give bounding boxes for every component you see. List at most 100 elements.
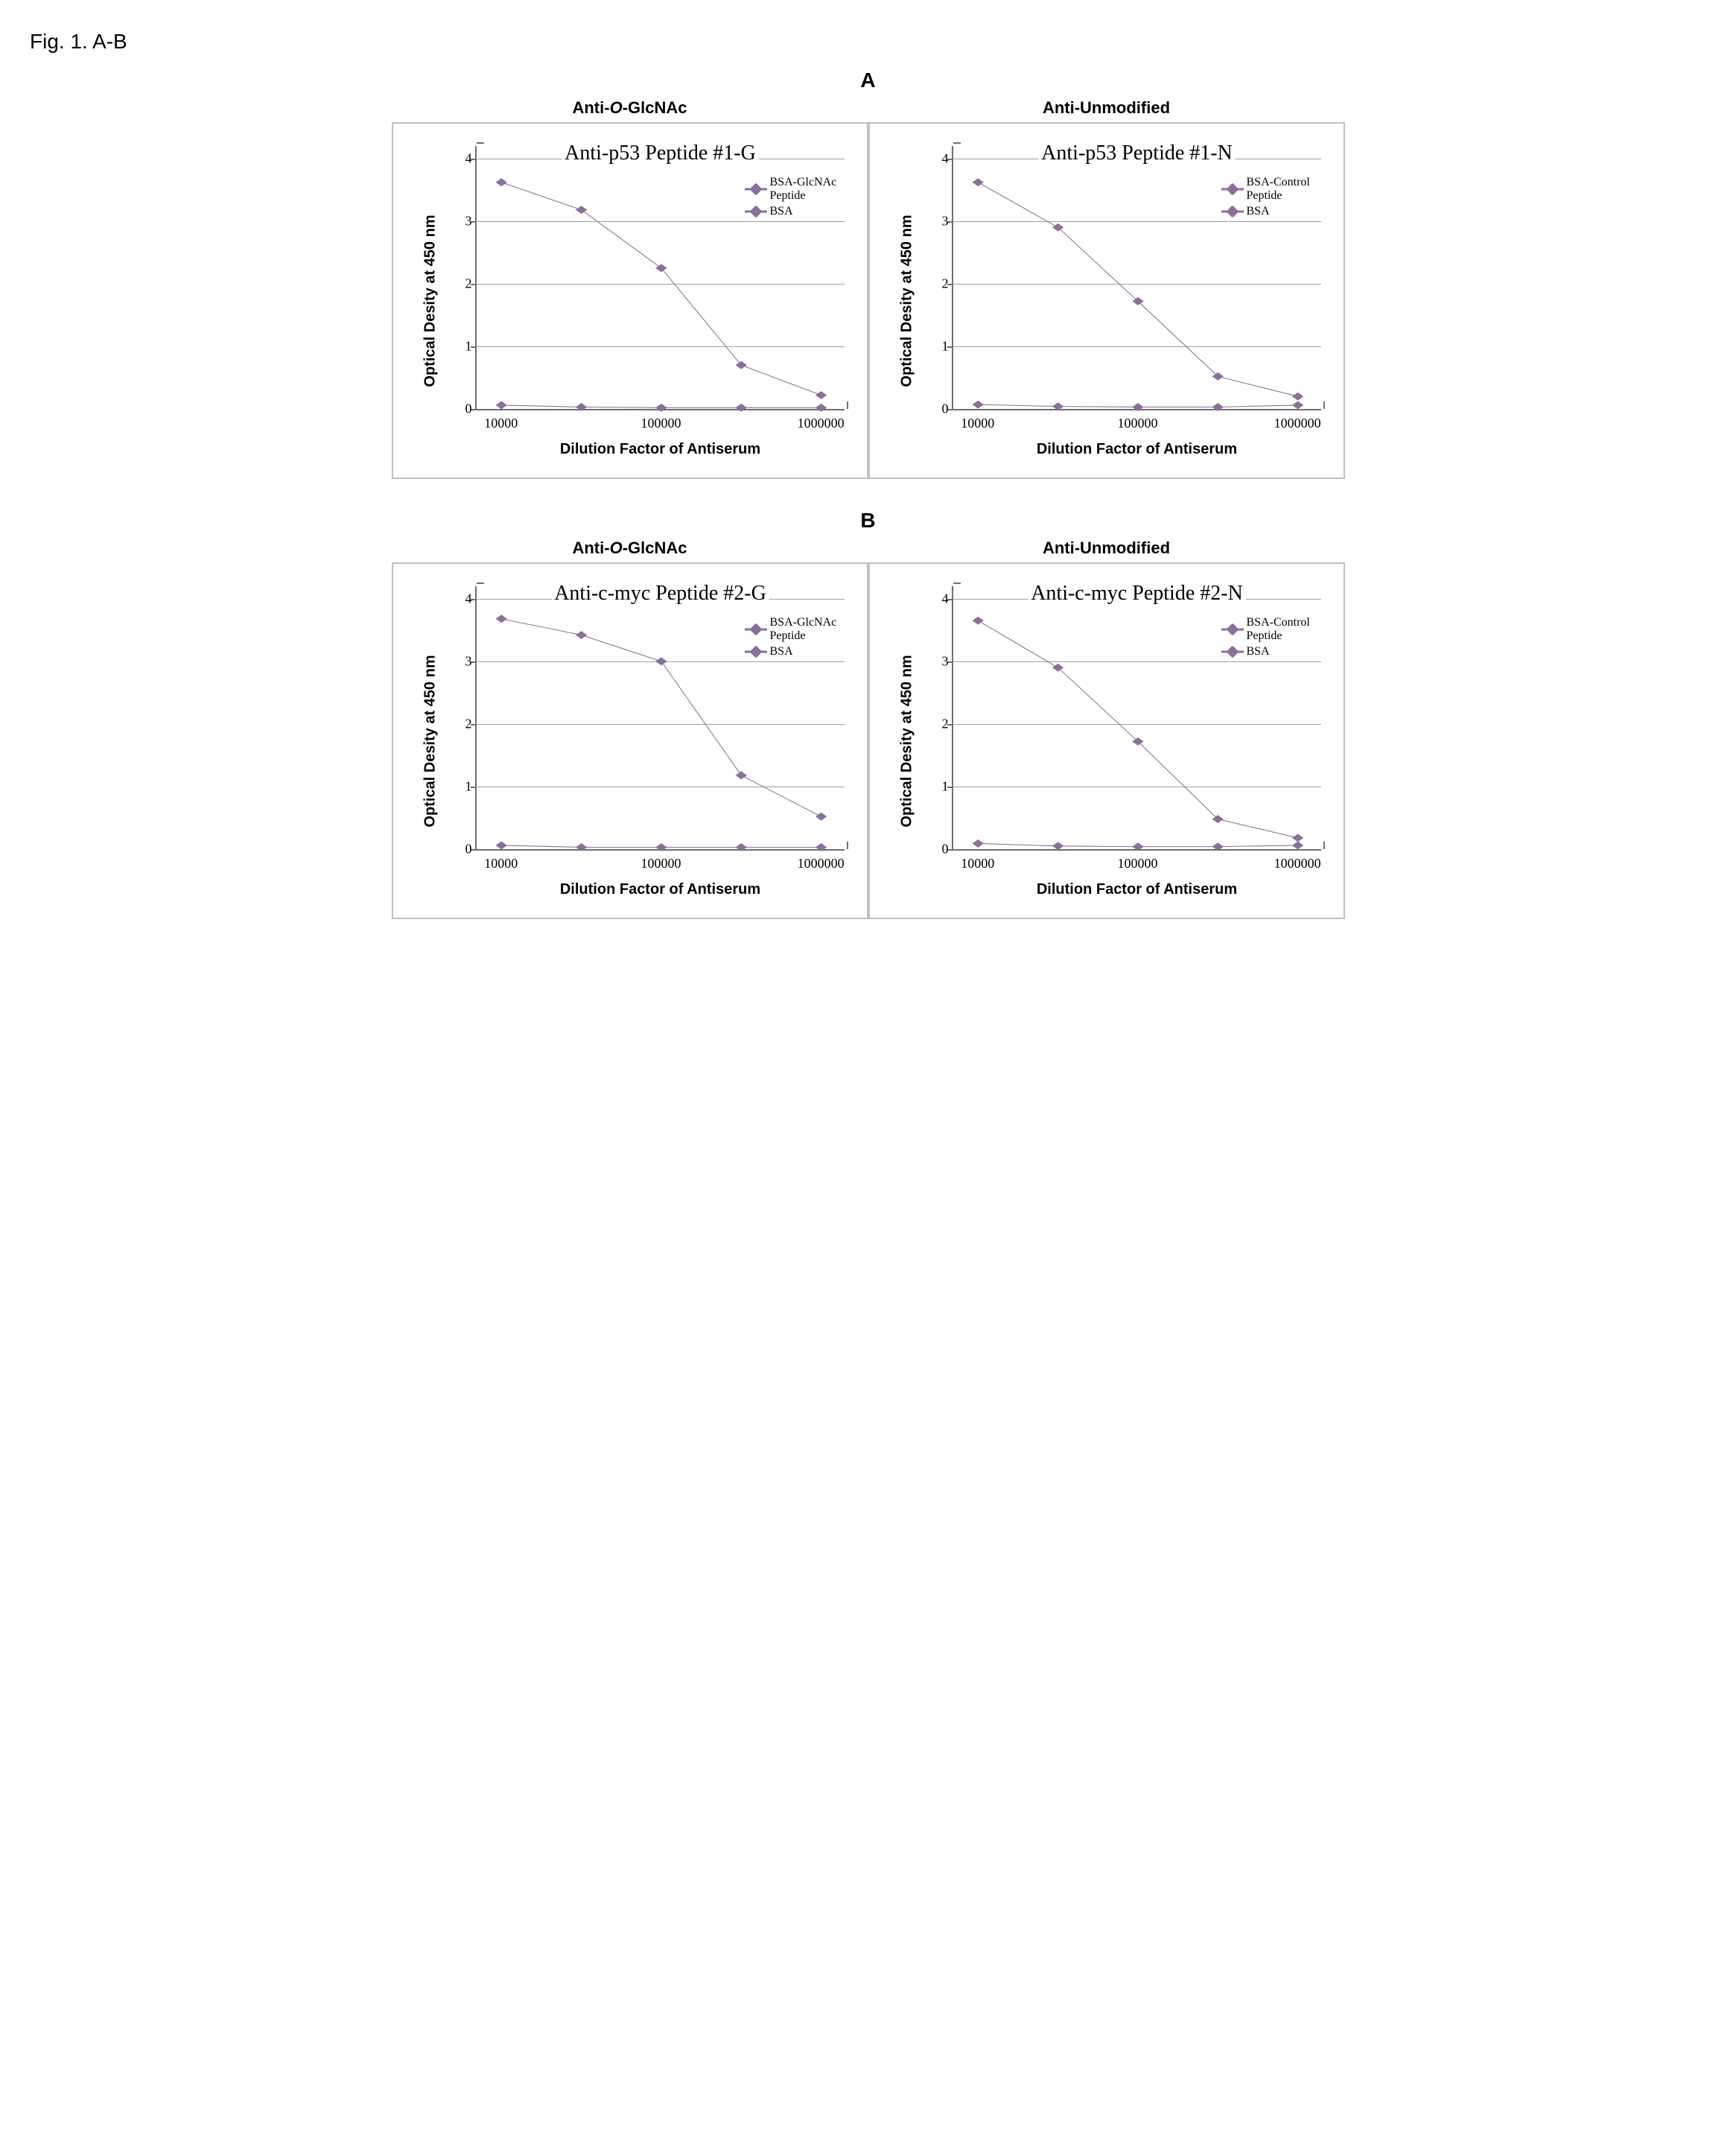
series-marker: [1212, 842, 1223, 851]
ytick-label: 3: [454, 213, 472, 229]
chart-panel: Optical Desity at 450 nmAnti-p53 Peptide…: [392, 122, 868, 479]
legend-item: BSA-GlcNAc Peptide: [745, 176, 859, 202]
xtick-label: 100000: [640, 856, 681, 871]
series-marker: [495, 842, 506, 850]
xtick-label: 100000: [1117, 416, 1157, 431]
series-marker: [1212, 815, 1223, 823]
series-marker: [815, 813, 827, 821]
ytick-label: 1: [931, 338, 949, 354]
chart-title: Anti-p53 Peptide #1-N: [1038, 142, 1236, 165]
legend-marker-icon: [1221, 184, 1244, 194]
chart-region: Optical Desity at 450 nmAnti-c-myc Pepti…: [393, 564, 867, 918]
sections-root: AAnti-O-GlcNAcAnti-UnmodifiedOptical Des…: [30, 69, 1706, 919]
series-marker: [1132, 842, 1143, 851]
chart-title: Anti-c-myc Peptide #2-G: [551, 582, 769, 606]
ytick-label: 3: [454, 653, 472, 669]
series-marker: [576, 403, 587, 411]
x-axis-label: Dilution Factor of Antiserum: [1037, 441, 1237, 458]
series-marker: [495, 615, 506, 623]
xtick-label: 1000000: [798, 856, 845, 871]
section: AAnti-O-GlcNAcAnti-UnmodifiedOptical Des…: [30, 69, 1706, 479]
legend-text: BSA-GlcNAc Peptide: [770, 616, 859, 642]
legend: BSA-GlcNAc Peptide BSA: [745, 176, 859, 221]
series-marker: [576, 843, 587, 851]
series-marker: [655, 404, 667, 412]
chart-panel: Optical Desity at 450 nm Anti-p53 Peptide…: [868, 122, 1345, 479]
legend: BSA-Control Peptide BSA: [1221, 176, 1336, 221]
xtick-label: 100000: [640, 416, 681, 431]
figure-label: Fig. 1. A-B: [30, 30, 1706, 54]
legend-marker-icon: [1221, 647, 1244, 657]
legend-text: BSA-Control Peptide: [1247, 616, 1336, 642]
legend-marker-icon: [745, 624, 767, 635]
panel-row: Optical Desity at 450 nm Anti-p53 Peptide…: [30, 122, 1706, 479]
ytick-label: 4: [931, 150, 949, 166]
section-letter: B: [30, 509, 1706, 533]
legend-text: BSA: [770, 205, 793, 218]
series-marker: [1212, 372, 1223, 381]
xtick-label: 1000000: [1274, 416, 1321, 431]
series-marker: [1292, 834, 1303, 842]
ytick-label: 2: [454, 716, 472, 731]
panel-header: Anti-O-GlcNAc: [392, 539, 868, 558]
series-marker: [495, 401, 506, 410]
legend-marker-icon: [745, 206, 767, 217]
ytick-label: 1: [454, 338, 472, 354]
y-axis-label: Optical Desity at 450 nm: [898, 215, 915, 387]
ytick-label: 1: [931, 778, 949, 794]
series-marker: [1052, 664, 1063, 672]
series-marker: [815, 404, 827, 412]
legend: BSA-GlcNAc PeptideBSA: [745, 616, 859, 661]
legend-item: BSA: [1221, 205, 1336, 218]
series-marker: [735, 404, 746, 412]
xtick-label: 10000: [961, 416, 994, 431]
series-marker: [735, 843, 746, 851]
series-marker: [1212, 403, 1223, 411]
series-marker: [972, 839, 983, 848]
chart-panel: Optical Desity at 450 nmAnti-c-myc Pepti…: [392, 562, 868, 919]
series-marker: [655, 658, 667, 666]
legend-item: BSA: [1221, 645, 1336, 658]
legend-marker-icon: [1221, 206, 1244, 217]
ytick-label: 2: [454, 276, 472, 291]
series-marker: [1292, 842, 1303, 850]
chart-title: Anti-p53 Peptide #1-G: [562, 142, 759, 165]
xtick-label: 1000000: [798, 416, 845, 431]
xtick-label: 100000: [1117, 856, 1157, 871]
ytick-label: 4: [454, 591, 472, 606]
chart-region: Optical Desity at 450 nmAnti-p53 Peptide…: [393, 124, 867, 477]
legend-item: BSA-GlcNAc Peptide: [745, 616, 859, 642]
x-axis-label: Dilution Factor of Antiserum: [1037, 881, 1237, 898]
panel-row: Optical Desity at 450 nm Anti-c-myc Pepti…: [30, 562, 1706, 919]
legend-marker-icon: [745, 184, 767, 194]
legend-text: BSA: [1247, 645, 1270, 658]
ytick-label: 0: [454, 401, 472, 417]
panel-header: Anti-O-GlcNAc: [392, 98, 868, 118]
chart-region: Optical Desity at 450 nm Anti-p53 Peptide…: [870, 124, 1344, 477]
series-marker: [495, 178, 506, 186]
section: B Anti-O-GlcNAcAnti-Unmodified Optical Des…: [30, 509, 1706, 919]
ytick-label: 1: [454, 778, 472, 794]
series-marker: [735, 772, 746, 780]
series-marker: [1052, 402, 1063, 410]
legend: BSA-Control Peptide BSA: [1221, 616, 1336, 661]
series-marker: [815, 843, 827, 851]
chart-title: Anti-c-myc Peptide #2-N: [1028, 582, 1246, 606]
ytick-label: 2: [931, 716, 949, 731]
legend-item: BSA-Control Peptide: [1221, 176, 1336, 202]
series-marker: [1292, 401, 1303, 410]
panel-header: Anti-Unmodified: [868, 539, 1345, 558]
series-marker: [1132, 737, 1143, 746]
section-letter: A: [30, 69, 1706, 92]
chart-region: Optical Desity at 450 nm Anti-c-myc Pepti…: [870, 564, 1344, 918]
xtick-label: 1000000: [1274, 856, 1321, 871]
series-marker: [815, 391, 827, 399]
chart-panel: Optical Desity at 450 nm Anti-c-myc Pepti…: [868, 562, 1345, 919]
series-marker: [1132, 403, 1143, 411]
xtick-label: 10000: [484, 416, 518, 431]
legend-text: BSA-Control Peptide: [1247, 176, 1336, 202]
series-marker: [972, 178, 983, 186]
ytick-label: 2: [931, 276, 949, 291]
series-marker: [655, 843, 667, 851]
y-axis-label: Optical Desity at 450 nm: [898, 655, 915, 827]
